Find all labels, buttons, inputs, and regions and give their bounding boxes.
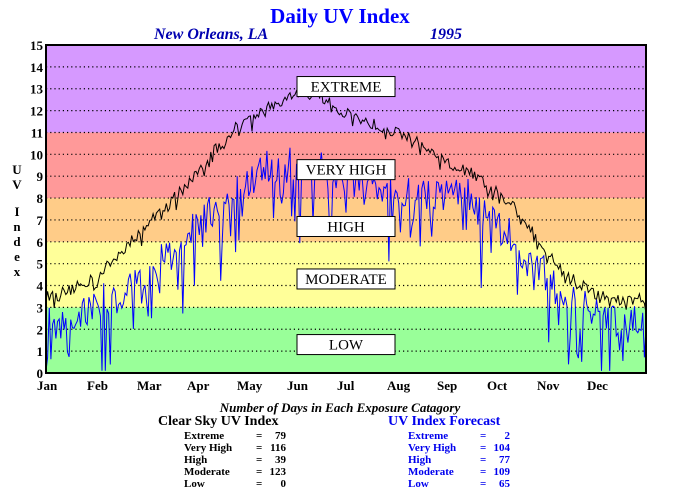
zone-label-box-3 xyxy=(296,159,396,181)
y-tick-label: 13 xyxy=(30,82,44,97)
clear-sky-count-row: Very High = 116 xyxy=(184,442,286,454)
zone-label-box-2 xyxy=(296,215,396,237)
forecast-count-row: Extreme = 2 xyxy=(408,430,510,442)
forecast-count-row: Moderate = 109 xyxy=(408,466,510,478)
x-tick-label: Aug xyxy=(387,378,411,393)
forecast-count-equals: = xyxy=(480,442,487,454)
forecast-table: Extreme = 2 Very High = 104 High = 77 Moderate = 10… xyxy=(408,430,510,490)
clear-sky-count-equals: = xyxy=(256,478,263,490)
clear-sky-count-equals: = xyxy=(256,466,263,478)
y-tick-label: 3 xyxy=(37,300,44,315)
x-tick-label: Jul xyxy=(337,378,355,393)
y-tick-label: 12 xyxy=(30,104,43,119)
y-tick-label: 4 xyxy=(37,279,44,294)
y-tick-label: 11 xyxy=(31,125,43,140)
forecast-heading: UV Index Forecast xyxy=(388,414,501,429)
clear-sky-count-row: Moderate = 123 xyxy=(184,466,286,478)
forecast-count-value: 77 xyxy=(499,454,510,466)
series-line-uv-index-forecast xyxy=(45,147,647,371)
clear-sky-counts: Clear Sky UV Index Extreme = 79 Very High = 1… xyxy=(158,414,286,490)
counts-title: Number of Days in Each Exposure Catagory xyxy=(219,400,461,415)
y-tick-label: 14 xyxy=(30,60,44,75)
chart-title: Daily UV Index xyxy=(270,4,410,28)
forecast-count-value: 104 xyxy=(493,442,511,454)
forecast-series xyxy=(45,147,647,371)
x-tick-label: Jun xyxy=(287,378,309,393)
forecast-counts: UV Index Forecast Extreme = 2 Very High = 104… xyxy=(388,414,510,490)
forecast-count-value: 109 xyxy=(493,466,511,478)
zone-labels: LOW MODERATE HIGH VERY HIGH EXTREME xyxy=(296,76,396,356)
x-tick-label: Jan xyxy=(37,378,58,393)
forecast-count-equals: = xyxy=(480,430,487,442)
clear-sky-count-value: 39 xyxy=(275,454,286,466)
clear-sky-count-label: Very High xyxy=(184,442,233,454)
y-tick-label: 1 xyxy=(37,344,44,359)
forecast-count-label: Extreme xyxy=(408,430,449,442)
clear-sky-heading: Clear Sky UV Index xyxy=(158,414,279,429)
forecast-count-row: High = 77 xyxy=(408,454,510,466)
x-tick-label: Mar xyxy=(137,378,162,393)
clear-sky-table: Extreme = 79 Very High = 116 High = 39 Moderate = 1… xyxy=(184,430,286,490)
clear-sky-count-label: Moderate xyxy=(184,466,230,478)
chart-year: 1995 xyxy=(430,26,462,43)
y-tick-label: 15 xyxy=(30,38,44,53)
clear-sky-count-label: Extreme xyxy=(184,430,225,442)
forecast-count-equals: = xyxy=(480,454,487,466)
x-tick-label: Oct xyxy=(487,378,508,393)
y-tick-label: 9 xyxy=(37,169,44,184)
series-line-clear-sky-uv-index xyxy=(45,85,647,314)
x-tick-label: Apr xyxy=(187,378,210,393)
y-tick-label: 2 xyxy=(37,322,44,337)
chart-location: New Orleans, LA xyxy=(154,26,269,43)
clear-sky-count-value: 116 xyxy=(270,442,286,454)
y-tick-label: 5 xyxy=(37,257,44,272)
clear-sky-count-label: Low xyxy=(184,478,205,490)
zone-label-high: HIGH xyxy=(327,219,365,235)
clear-sky-count-equals: = xyxy=(256,454,263,466)
forecast-count-value: 65 xyxy=(499,478,510,490)
clear-sky-count-equals: = xyxy=(256,442,263,454)
forecast-count-label: Very High xyxy=(408,442,457,454)
zone-label-box-4 xyxy=(296,76,396,98)
y-tick-label: 0 xyxy=(37,366,44,381)
x-tick-label: Dec xyxy=(587,378,608,393)
forecast-count-label: Low xyxy=(408,478,429,490)
clear-sky-count-row: Low = 0 xyxy=(184,478,286,490)
clear-sky-count-label: High xyxy=(184,454,208,466)
clear-sky-count-equals: = xyxy=(256,430,263,442)
x-tick-label: Sep xyxy=(437,378,457,393)
x-tick-label: May xyxy=(237,378,263,393)
zone-label-moderate: MODERATE xyxy=(305,272,387,288)
clear-sky-count-value: 123 xyxy=(269,466,287,478)
x-axis-ticks: Jan Feb Mar Apr May Jun Jul Aug Sep Oct Nov Dec xyxy=(37,378,608,393)
clear-sky-count-value: 0 xyxy=(280,478,287,490)
zone-label-low: LOW xyxy=(329,338,364,354)
plot-frame xyxy=(45,44,647,374)
zone-label-very-high: VERY HIGH xyxy=(306,163,387,179)
y-tick-label: 10 xyxy=(30,147,43,162)
clear-sky-count-value: 79 xyxy=(275,430,286,442)
gridlines xyxy=(46,66,646,352)
zone-label-box-1 xyxy=(296,268,396,290)
forecast-count-value: 2 xyxy=(504,430,511,442)
forecast-count-row: Very High = 104 xyxy=(408,442,510,454)
y-tick-label: 8 xyxy=(37,191,44,206)
x-tick-label: Nov xyxy=(537,378,560,393)
x-tick-label: Feb xyxy=(87,378,108,393)
clear-sky-count-row: Extreme = 79 xyxy=(184,430,286,442)
forecast-count-label: High xyxy=(408,454,432,466)
clear-sky-series xyxy=(45,85,647,314)
zone-label-extreme: EXTREME xyxy=(311,80,382,96)
zone-label-box-0 xyxy=(296,334,396,356)
y-tick-label: 7 xyxy=(37,213,44,228)
y-tick-label: 6 xyxy=(37,235,44,250)
clear-sky-count-row: High = 39 xyxy=(184,454,286,466)
forecast-count-equals: = xyxy=(480,478,487,490)
forecast-count-label: Moderate xyxy=(408,466,454,478)
forecast-count-equals: = xyxy=(480,466,487,478)
forecast-count-row: Low = 65 xyxy=(408,478,510,490)
